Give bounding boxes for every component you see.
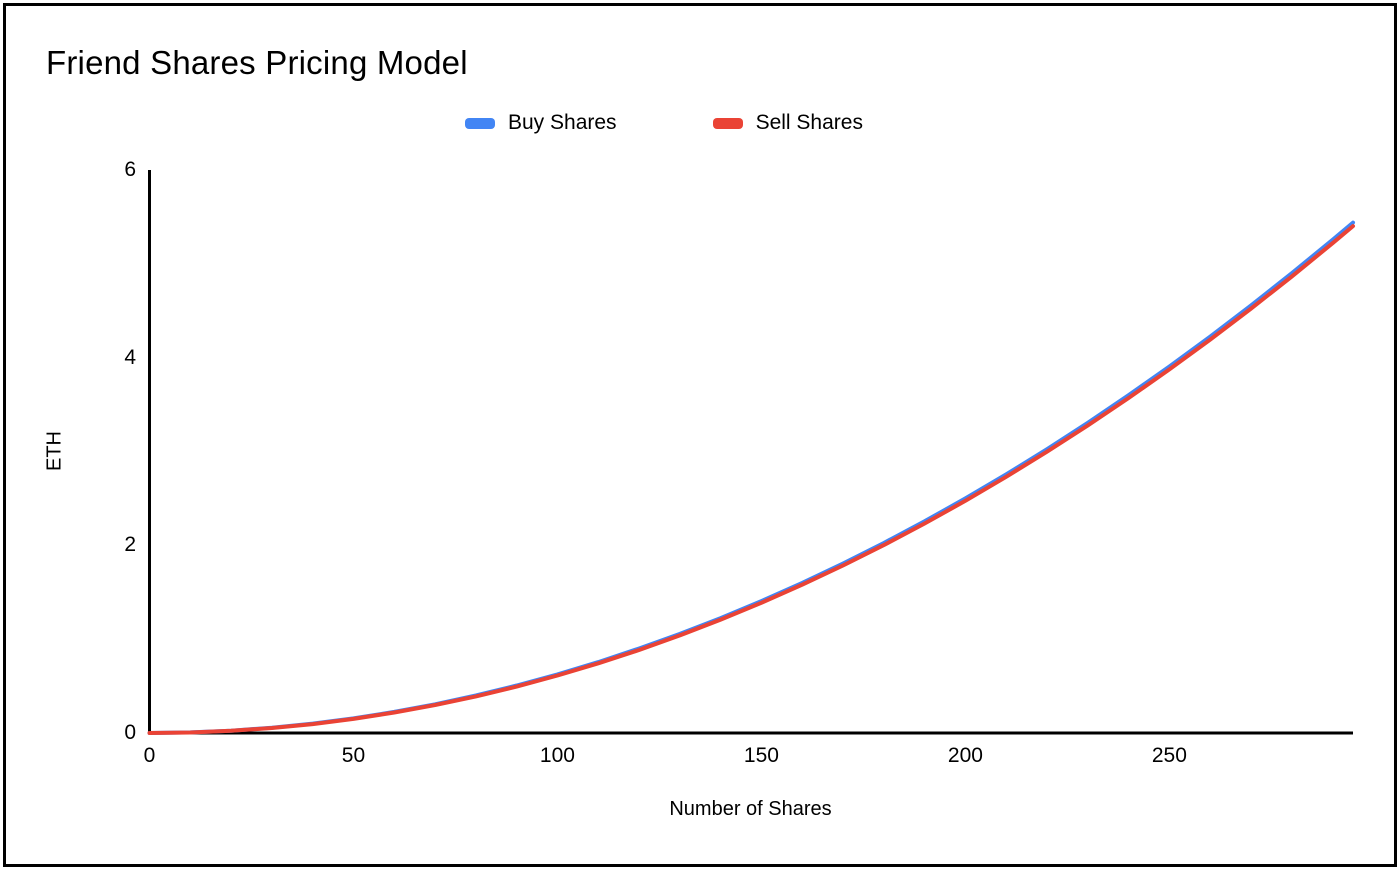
legend-item-sell-shares: Sell Shares xyxy=(712,111,863,135)
buy-shares-legend-label: Buy Shares xyxy=(508,111,617,134)
series-line-buy-shares xyxy=(147,220,1355,735)
series-line-sell-shares xyxy=(147,224,1355,735)
x-tick-label-0: 0 xyxy=(143,744,156,767)
sell-shares-swatch-icon xyxy=(712,117,743,129)
x-tick-label-250: 250 xyxy=(1151,744,1187,767)
chart-title: Friend Shares Pricing Model xyxy=(46,44,468,81)
x-tick-label-200: 200 xyxy=(947,744,983,767)
series-lines xyxy=(147,220,1355,735)
x-tick-label-100: 100 xyxy=(539,744,575,767)
sell-shares-legend-label: Sell Shares xyxy=(755,111,863,134)
y-tick-label-2: 2 xyxy=(124,533,136,557)
x-tick-label-150: 150 xyxy=(743,744,779,767)
y-tick-label-0: 0 xyxy=(124,721,136,744)
y-tick-label-6: 6 xyxy=(124,158,136,181)
x-tick-label-50: 50 xyxy=(341,744,366,767)
y-axis-title: ETH xyxy=(43,431,66,471)
legend: Buy Shares Sell Shares xyxy=(465,111,863,135)
y-tick-label-4: 4 xyxy=(124,345,136,369)
legend-item-buy-shares: Buy Shares xyxy=(465,111,617,135)
x-axis-title: Number of Shares xyxy=(669,798,832,820)
buy-shares-swatch-icon xyxy=(465,117,495,129)
